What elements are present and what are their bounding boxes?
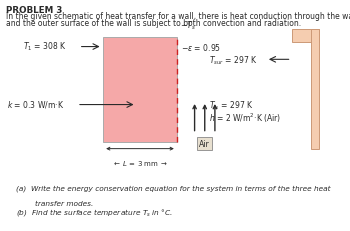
Text: $T_{sur}$ = 297 K: $T_{sur}$ = 297 K [209,54,258,66]
Text: $-\varepsilon$ = 0.95: $-\varepsilon$ = 0.95 [181,42,222,53]
Text: In the given schematic of heat transfer for a wall, there is heat conduction thr: In the given schematic of heat transfer … [6,12,350,21]
Text: (a)  Write the energy conservation equation for the system in terms of the three: (a) Write the energy conservation equati… [16,185,330,191]
Text: $k$ = 0.3 W/m·K: $k$ = 0.3 W/m·K [7,99,64,110]
Text: $T_\infty$ = 297 K: $T_\infty$ = 297 K [209,99,254,111]
Text: $\leftarrow$ $L$ = 3 mm $\rightarrow$: $\leftarrow$ $L$ = 3 mm $\rightarrow$ [112,158,168,167]
Bar [103,38,177,142]
Text: $T_1$ = 308 K: $T_1$ = 308 K [23,40,66,52]
Text: PROBLEM 3: PROBLEM 3 [6,6,63,15]
Text: Air: Air [199,139,210,148]
Text: transfer modes.: transfer modes. [35,201,93,207]
Text: $h$ = 2 W/m$^2$·K (Air): $h$ = 2 W/m$^2$·K (Air) [209,111,281,125]
Text: and the outer surface of the wall is subject to both convection and radiation.: and the outer surface of the wall is sub… [6,19,301,28]
Bar [311,30,318,149]
Text: $-T_s$: $-T_s$ [180,20,196,32]
Bar [292,30,318,43]
Text: (b)  Find the surface temperature $T_s$ in °C.: (b) Find the surface temperature $T_s$ i… [16,206,173,217]
